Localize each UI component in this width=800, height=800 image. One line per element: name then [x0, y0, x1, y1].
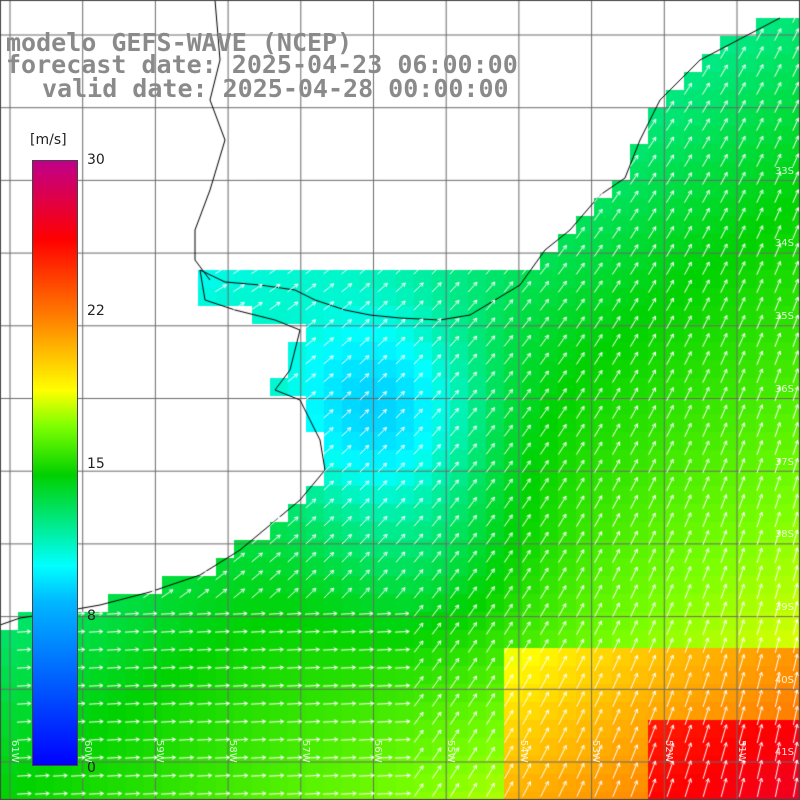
colorbar-tick-22: 22: [87, 303, 105, 319]
colorbar-tick-15: 15: [87, 456, 105, 472]
model-title: modelo GEFS-WAVE (NCEP): [6, 28, 353, 57]
lon-label: 51W: [736, 740, 747, 763]
lat-label: 37S: [774, 457, 794, 468]
lon-label: 55W: [445, 740, 456, 763]
lat-label: 36S: [774, 384, 794, 395]
colorbar-tick-30: 30: [87, 152, 105, 168]
lat-label: 39S: [774, 602, 794, 613]
colorbar-tick-0: 0: [87, 760, 96, 776]
lat-label: 38S: [774, 529, 794, 540]
lon-label: 52W: [663, 740, 674, 763]
colorbar-unit: [m/s]: [30, 132, 67, 148]
lat-label: 35S: [774, 311, 794, 322]
lon-label: 58W: [227, 740, 238, 763]
colorbar: [32, 160, 78, 766]
lon-label: 60W: [82, 740, 93, 763]
lat-label: 34S: [774, 238, 794, 249]
lon-label: 61W: [9, 740, 20, 763]
lon-label: 57W: [300, 740, 311, 763]
valid-date: valid date: 2025-04-28 00:00:00: [42, 74, 509, 103]
lat-label: 41S: [774, 747, 794, 758]
lon-label: 56W: [372, 740, 383, 763]
lat-label: 40S: [774, 675, 794, 686]
lon-label: 54W: [518, 740, 529, 763]
lon-label: 59W: [154, 740, 165, 763]
lat-label: 33S: [774, 166, 794, 177]
colorbar-tick-8: 8: [87, 608, 96, 624]
forecast-date: forecast date: 2025-04-23 06:00:00: [6, 50, 518, 79]
lon-label: 53W: [590, 740, 601, 763]
